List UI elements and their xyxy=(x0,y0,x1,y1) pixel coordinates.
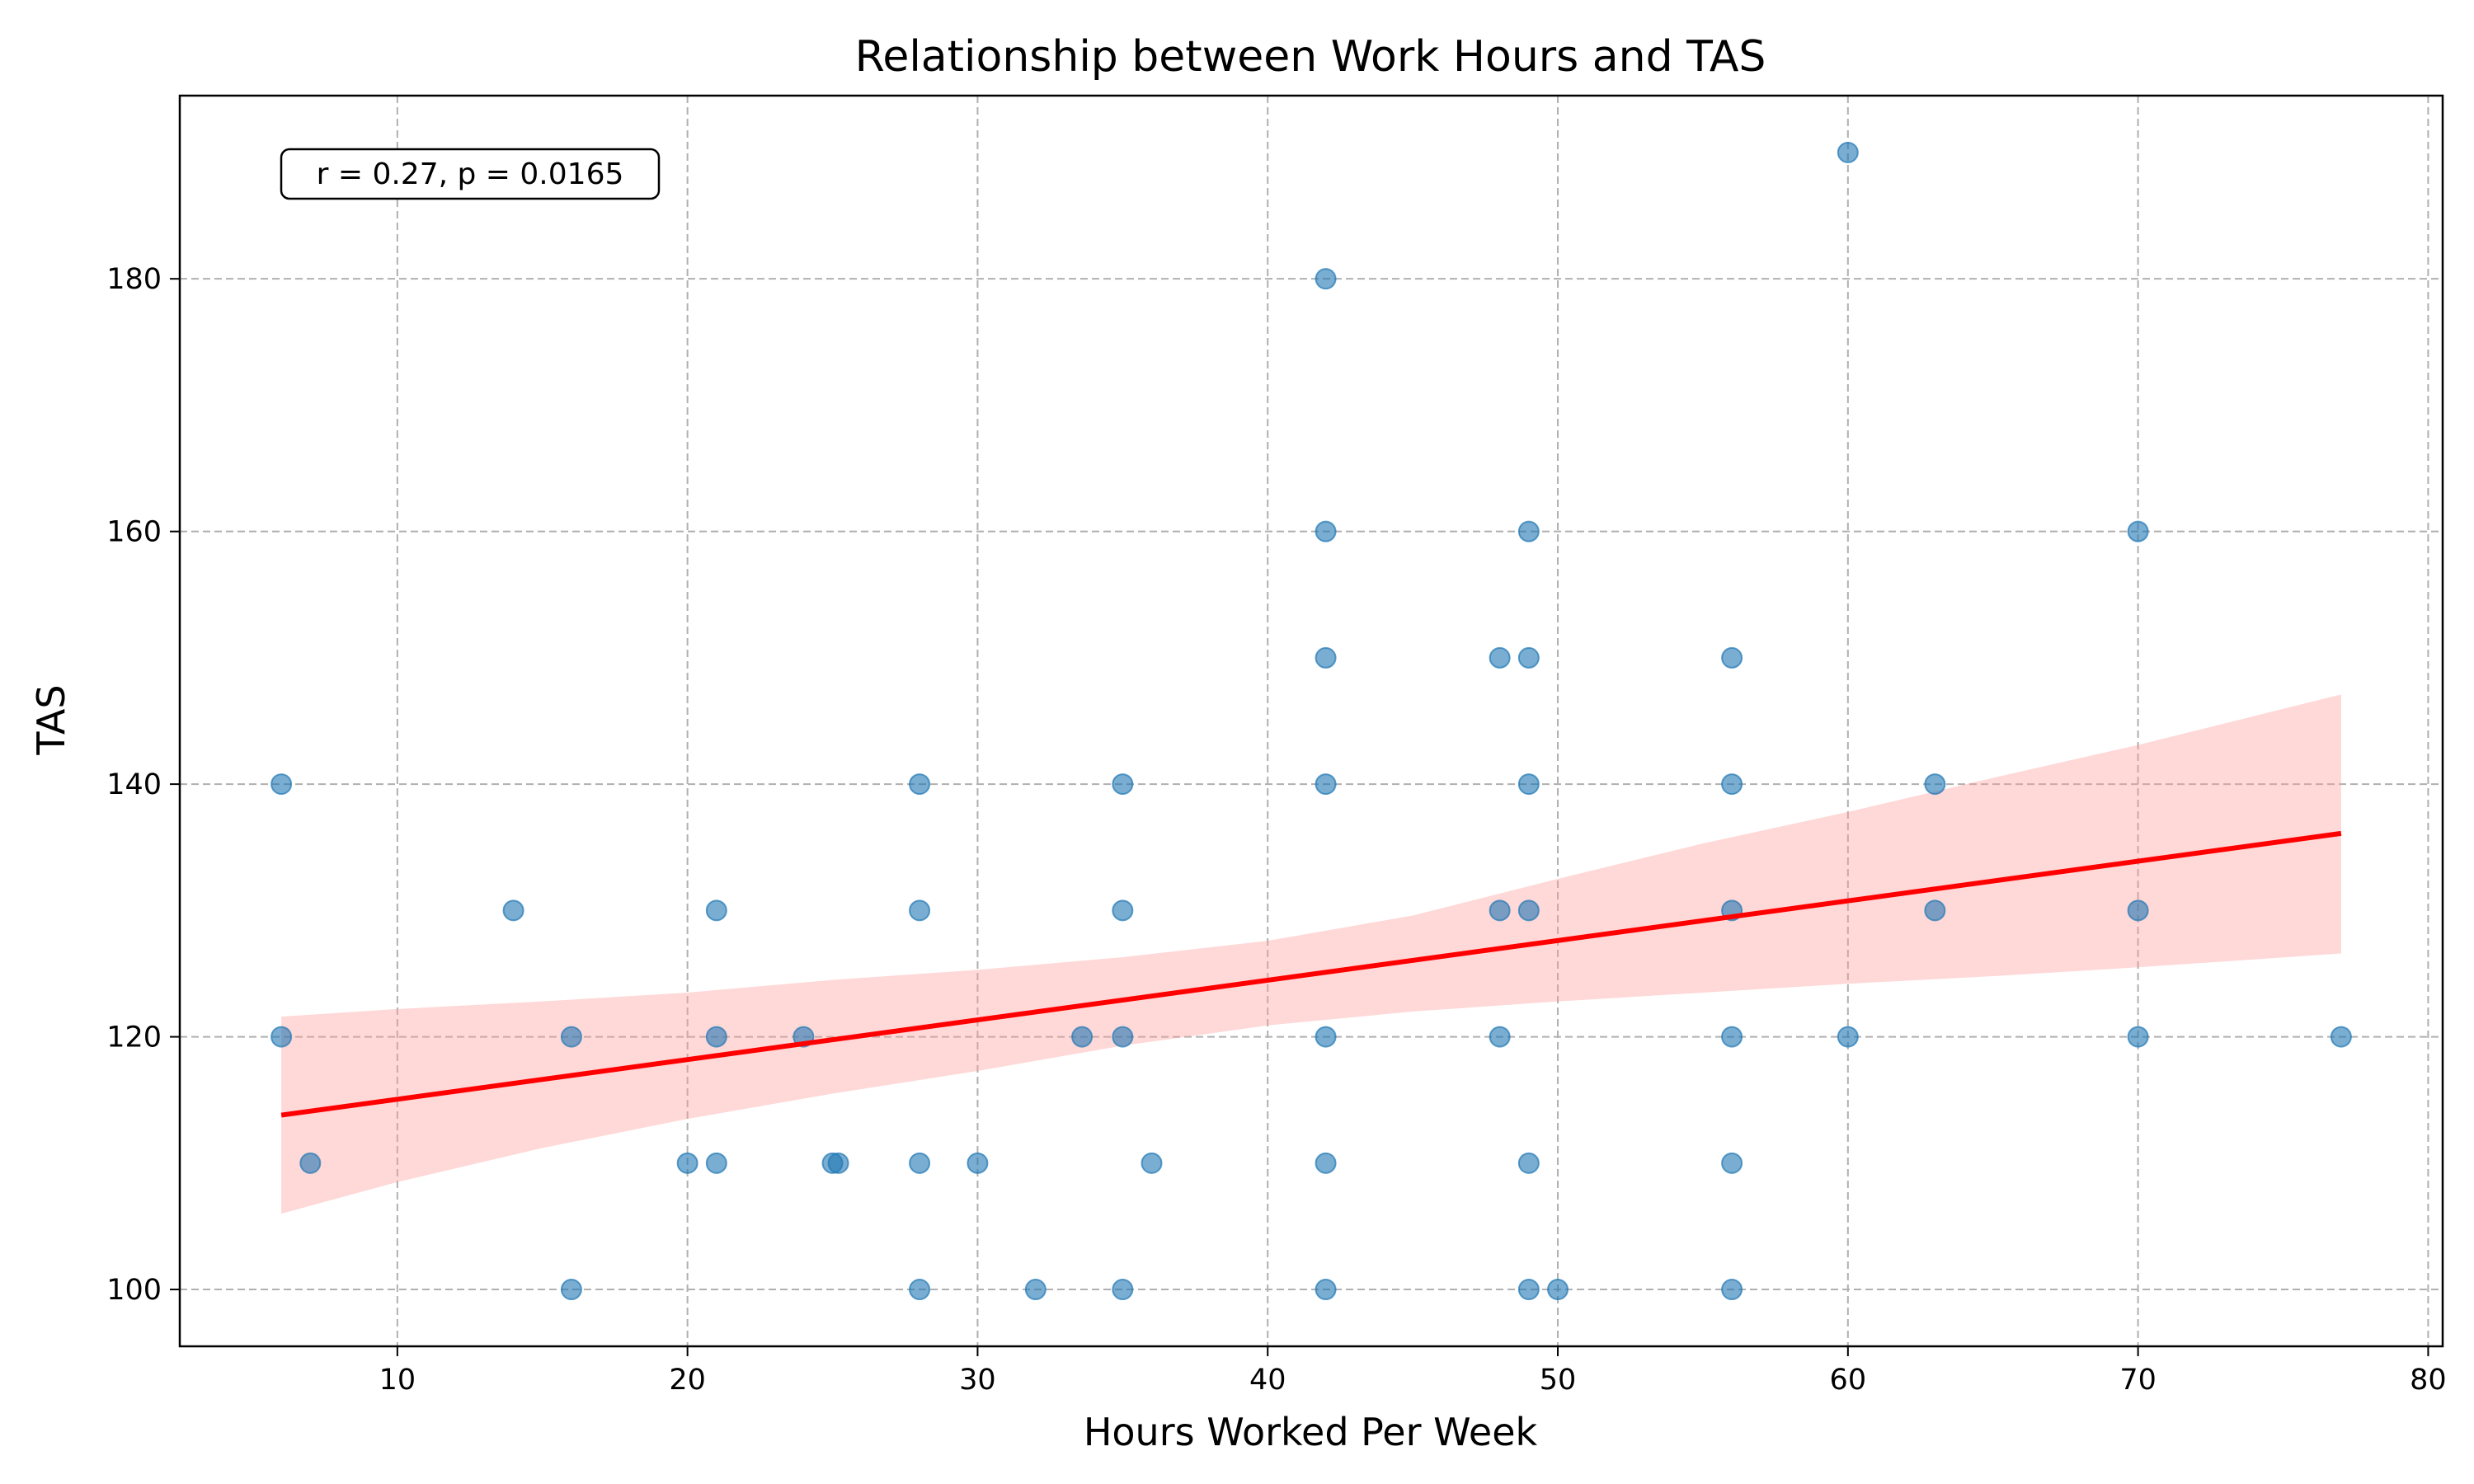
data-point xyxy=(827,1152,849,1174)
confidence-band xyxy=(281,694,2341,1214)
data-point xyxy=(560,1279,582,1301)
data-point xyxy=(1315,1026,1337,1048)
x-tick-label: 20 xyxy=(669,1364,706,1397)
stats-annotation-box xyxy=(280,148,661,200)
data-point xyxy=(1721,1152,1743,1174)
data-point xyxy=(1517,1152,1540,1174)
data-point xyxy=(1112,1026,1134,1048)
x-tick-label: 80 xyxy=(2410,1364,2447,1397)
data-point xyxy=(270,773,293,796)
data-point xyxy=(705,899,727,922)
data-point xyxy=(1721,646,1743,669)
x-tick-label: 10 xyxy=(379,1364,416,1397)
data-point xyxy=(1517,899,1540,922)
data-point xyxy=(676,1152,698,1174)
data-point xyxy=(1315,1279,1337,1301)
data-point xyxy=(2330,1026,2352,1048)
data-point xyxy=(2127,899,2149,922)
data-point xyxy=(1924,899,1946,922)
data-point xyxy=(270,1026,293,1048)
data-point xyxy=(1112,899,1134,922)
fit-line-layer xyxy=(280,830,2342,1118)
y-axis-label: TAS xyxy=(29,684,73,755)
y-tick-label: 140 xyxy=(106,768,162,801)
data-point xyxy=(1315,268,1337,290)
data-point xyxy=(1924,773,1946,796)
data-point xyxy=(909,1152,931,1174)
data-point xyxy=(1112,1279,1134,1301)
data-point xyxy=(967,1152,989,1174)
data-point xyxy=(2127,520,2149,542)
stats-annotation: r = 0.27, p = 0.0165 xyxy=(280,148,661,200)
data-point xyxy=(299,1152,322,1174)
x-tick-label: 60 xyxy=(1830,1364,1867,1397)
data-point xyxy=(705,1026,727,1048)
data-point xyxy=(1315,646,1337,669)
data-point xyxy=(1489,1026,1511,1048)
data-point xyxy=(1721,1279,1743,1301)
confidence-band-layer xyxy=(281,694,2341,1214)
data-point xyxy=(705,1152,727,1174)
data-point xyxy=(1721,1026,1743,1048)
ticks: 10 20 30 40 50 60 70 80 100 120 140 160 180 xyxy=(106,263,2446,1397)
y-tick-label: 180 xyxy=(106,263,162,296)
data-point xyxy=(1489,899,1511,922)
data-point xyxy=(1141,1152,1163,1174)
data-point xyxy=(502,899,524,922)
data-point xyxy=(1517,1279,1540,1301)
y-tick-label: 120 xyxy=(106,1021,162,1054)
plot-frame xyxy=(178,94,2444,1348)
data-point xyxy=(1837,141,1859,163)
data-point xyxy=(1024,1279,1047,1301)
x-tick-label: 40 xyxy=(1249,1364,1286,1397)
data-point xyxy=(1517,646,1540,669)
x-tick-label: 30 xyxy=(959,1364,996,1397)
x-tick-label: 70 xyxy=(2119,1364,2157,1397)
data-point xyxy=(1071,1026,1094,1048)
chart-title: Relationship between Work Hours and TAS xyxy=(855,32,1766,82)
data-point xyxy=(1315,1152,1337,1174)
data-point xyxy=(1547,1279,1569,1301)
data-point xyxy=(909,899,931,922)
data-point xyxy=(1112,773,1134,796)
data-point xyxy=(1489,646,1511,669)
data-point xyxy=(1837,1026,1859,1048)
grid xyxy=(180,96,2443,1346)
data-point xyxy=(1315,520,1337,542)
data-point xyxy=(1517,520,1540,542)
data-point xyxy=(2127,1026,2149,1048)
stats-annotation-text: r = 0.27, p = 0.0165 xyxy=(317,157,624,191)
data-point xyxy=(1721,773,1743,796)
y-tick-label: 160 xyxy=(106,516,162,549)
regression-line xyxy=(280,830,2342,1118)
data-point xyxy=(909,1279,931,1301)
data-point xyxy=(1517,773,1540,796)
x-tick-label: 50 xyxy=(1540,1364,1577,1397)
y-tick-label: 100 xyxy=(106,1274,162,1307)
data-point xyxy=(560,1026,582,1048)
data-point xyxy=(1315,773,1337,796)
x-axis-label: Hours Worked Per Week xyxy=(1084,1410,1538,1454)
data-point xyxy=(909,773,931,796)
points-layer xyxy=(270,141,2352,1301)
